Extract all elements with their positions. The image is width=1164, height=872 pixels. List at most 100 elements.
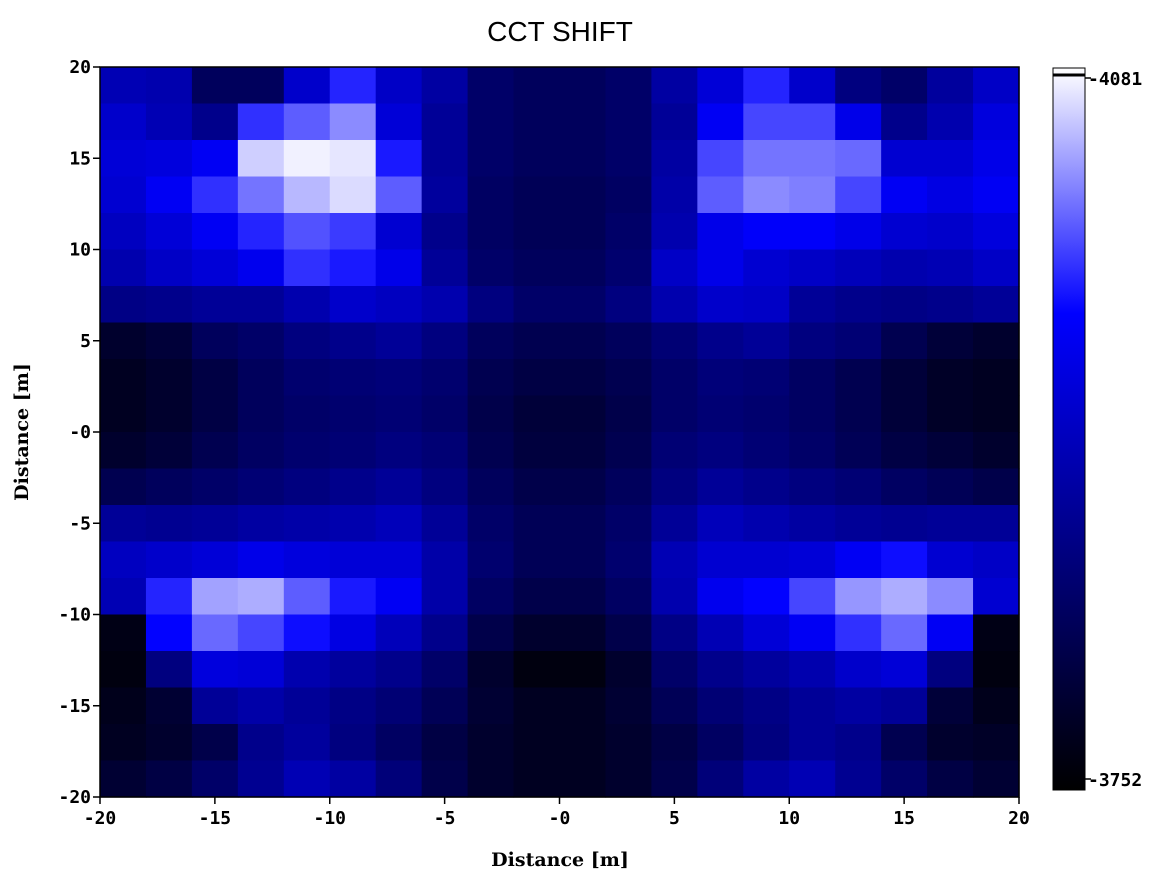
heatmap-cell <box>881 505 928 543</box>
heatmap-cell <box>329 359 377 397</box>
heatmap-cell <box>697 724 744 762</box>
heatmap-cell <box>329 651 377 689</box>
heatmap-cell <box>237 760 285 798</box>
heatmap-cell <box>100 249 147 287</box>
heatmap-cell <box>973 213 1020 251</box>
heatmap-cell <box>881 614 928 652</box>
heatmap-cell <box>743 541 790 579</box>
heatmap-cell <box>881 578 928 616</box>
heatmap-cell <box>605 760 652 798</box>
heatmap-cell <box>283 140 331 178</box>
heatmap-cell <box>927 67 974 105</box>
heatmap-cell <box>835 724 882 762</box>
heatmap-cell <box>283 760 331 798</box>
heatmap-cell <box>191 395 239 433</box>
heatmap-cell <box>881 322 928 360</box>
heatmap-cell <box>375 322 423 360</box>
heatmap-cell <box>467 176 515 214</box>
heatmap-cell <box>651 687 698 725</box>
heatmap-cells <box>100 67 1020 798</box>
heatmap-cell <box>237 322 285 360</box>
heatmap-cell <box>467 614 515 652</box>
heatmap-cell <box>283 651 331 689</box>
heatmap-cell <box>513 322 561 360</box>
heatmap-cell <box>789 286 836 324</box>
heatmap-cell <box>100 286 147 324</box>
heatmap-cell <box>283 432 331 470</box>
heatmap-cell <box>559 541 607 579</box>
heatmap-cell <box>697 541 744 579</box>
heatmap-cell <box>743 505 790 543</box>
heatmap-cell <box>881 468 928 506</box>
heatmap-cell <box>145 395 193 433</box>
x-tick-label: -20 <box>84 808 117 829</box>
heatmap-cell <box>835 468 882 506</box>
heatmap-cell <box>605 468 652 506</box>
heatmap-cell <box>835 140 882 178</box>
heatmap-cell <box>283 395 331 433</box>
heatmap-cell <box>651 614 698 652</box>
y-tick-label: 5 <box>80 331 91 352</box>
heatmap-cell <box>375 286 423 324</box>
y-tick-label: -20 <box>58 787 91 808</box>
heatmap-cell <box>651 760 698 798</box>
heatmap-cell <box>237 614 285 652</box>
heatmap-cell <box>467 286 515 324</box>
heatmap-cell <box>927 541 974 579</box>
heatmap-cell <box>375 103 423 141</box>
heatmap-cell <box>513 176 561 214</box>
heatmap-cell <box>513 724 561 762</box>
heatmap-cell <box>329 614 377 652</box>
heatmap-cell <box>789 103 836 141</box>
heatmap-cell <box>329 395 377 433</box>
heatmap-cell <box>881 213 928 251</box>
heatmap-cell <box>191 286 239 324</box>
heatmap-cell <box>237 249 285 287</box>
heatmap-cell <box>237 541 285 579</box>
heatmap-cell <box>467 724 515 762</box>
x-axis: -20 -15 -10 -5 -0 5 10 15 20 <box>84 797 1030 829</box>
heatmap-cell <box>789 760 836 798</box>
heatmap-cell <box>283 578 331 616</box>
heatmap-cell <box>191 432 239 470</box>
heatmap-cell <box>743 103 790 141</box>
heatmap-cell <box>145 505 193 543</box>
heatmap-cell <box>191 140 239 178</box>
heatmap-cell <box>605 67 652 105</box>
heatmap-cell <box>789 140 836 178</box>
heatmap-cell <box>881 651 928 689</box>
y-tick-label: 10 <box>69 240 91 261</box>
heatmap-cell <box>605 541 652 579</box>
heatmap-cell <box>100 614 147 652</box>
heatmap-cell <box>513 395 561 433</box>
heatmap-cell <box>513 505 561 543</box>
heatmap-cell <box>881 176 928 214</box>
heatmap-cell <box>881 140 928 178</box>
heatmap-cell <box>789 359 836 397</box>
heatmap-cell <box>145 541 193 579</box>
heatmap-cell <box>421 614 469 652</box>
heatmap-cell <box>973 614 1020 652</box>
heatmap-cell <box>651 724 698 762</box>
heatmap-cell <box>467 760 515 798</box>
heatmap-cell <box>375 541 423 579</box>
heatmap-cell <box>145 176 193 214</box>
heatmap-cell <box>191 760 239 798</box>
heatmap-cell <box>789 213 836 251</box>
heatmap-cell <box>421 213 469 251</box>
heatmap-cell <box>467 651 515 689</box>
heatmap-cell <box>145 614 193 652</box>
heatmap-cell <box>145 432 193 470</box>
y-tick-label: 15 <box>69 148 91 169</box>
heatmap-cell <box>467 541 515 579</box>
heatmap-cell <box>835 614 882 652</box>
heatmap-cell <box>835 359 882 397</box>
heatmap-cell <box>329 286 377 324</box>
heatmap-cell <box>375 724 423 762</box>
heatmap-cell <box>329 103 377 141</box>
x-tick-label: -15 <box>199 808 232 829</box>
heatmap-cell <box>789 724 836 762</box>
heatmap-cell <box>191 614 239 652</box>
heatmap-cell <box>100 103 147 141</box>
heatmap-cell <box>743 578 790 616</box>
